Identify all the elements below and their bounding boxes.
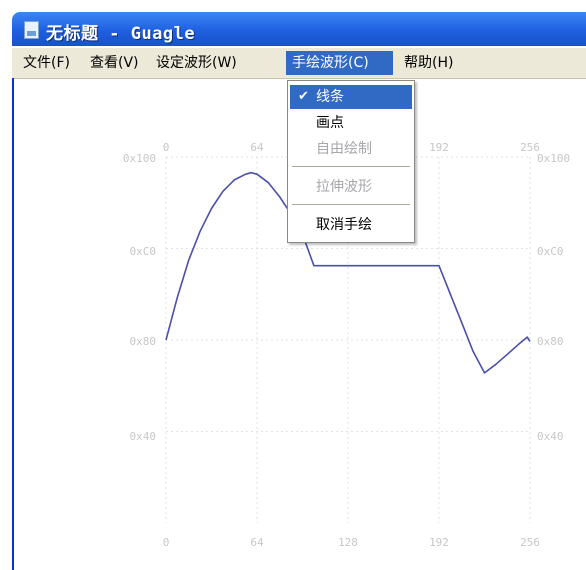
y-tick-left-0xc0: 0xC0 [130, 245, 157, 258]
document-icon [24, 21, 39, 39]
menu-bar: 文件(F) 查看(V) 设定波形(W) 手绘波形(C) 帮助(H) [12, 48, 586, 79]
window-title: 无标题 - Guagle [46, 24, 196, 44]
y-tick-left-0x40: 0x40 [130, 430, 157, 443]
menu-option-draw-points[interactable]: 画点 [290, 111, 412, 135]
y-axis-left-labels: 0x100 0xC0 0x80 0x40 [123, 152, 156, 443]
y-tick-right-0x40: 0x40 [537, 430, 564, 443]
menu-option-cancel-hand-draw-label: 取消手绘 [316, 217, 372, 233]
x-tick-bottom-0: 0 [163, 536, 170, 549]
menu-hand-draw-waveform[interactable]: 手绘波形(C) [286, 51, 393, 75]
y-tick-left-0x80: 0x80 [130, 335, 157, 348]
x-tick-bottom-64: 64 [250, 536, 264, 549]
menu-option-cancel-hand-draw[interactable]: 取消手绘 [290, 213, 412, 237]
y-tick-right-0xc0: 0xC0 [537, 245, 564, 258]
check-icon: ✔ [298, 89, 309, 104]
x-tick-top-256: 256 [520, 141, 540, 154]
hand-draw-dropdown-menu: ✔ 线条 画点 自由绘制 拉伸波形 取消手绘 [287, 80, 415, 243]
menu-option-stretch-waveform: 拉伸波形 [290, 175, 412, 199]
menu-separator [292, 166, 410, 168]
x-tick-bottom-128: 128 [338, 536, 358, 549]
menu-set-waveform[interactable]: 设定波形(W) [156, 55, 237, 71]
menu-help[interactable]: 帮助(H) [404, 55, 454, 71]
x-tick-top-192: 192 [429, 141, 449, 154]
x-axis-bottom-labels: 0 64 128 192 256 [163, 536, 540, 549]
waveform-series-line [165, 171, 531, 374]
menu-file[interactable]: 文件(F) [23, 55, 70, 71]
y-tick-right-0x100: 0x100 [537, 152, 570, 165]
x-tick-top-0: 0 [163, 141, 170, 154]
menu-option-line-label: 线条 [316, 89, 344, 105]
window-left-border [12, 78, 14, 570]
menu-option-stretch-waveform-label: 拉伸波形 [316, 179, 372, 195]
y-tick-left-0x100: 0x100 [123, 152, 156, 165]
chart-grid [165, 156, 531, 523]
y-axis-right-labels: 0x100 0xC0 0x80 0x40 [537, 152, 570, 443]
menu-view[interactable]: 查看(V) [90, 55, 139, 71]
x-tick-top-64: 64 [250, 141, 264, 154]
menu-option-draw-points-label: 画点 [316, 115, 344, 131]
y-tick-right-0x80: 0x80 [537, 335, 564, 348]
menu-option-line[interactable]: ✔ 线条 [290, 85, 412, 109]
menu-option-free-draw: 自由绘制 [290, 137, 412, 161]
x-tick-bottom-256: 256 [520, 536, 540, 549]
menu-option-free-draw-label: 自由绘制 [316, 141, 372, 157]
title-bar[interactable]: 无标题 - Guagle [12, 12, 586, 46]
x-tick-bottom-192: 192 [429, 536, 449, 549]
menu-separator [292, 204, 410, 206]
